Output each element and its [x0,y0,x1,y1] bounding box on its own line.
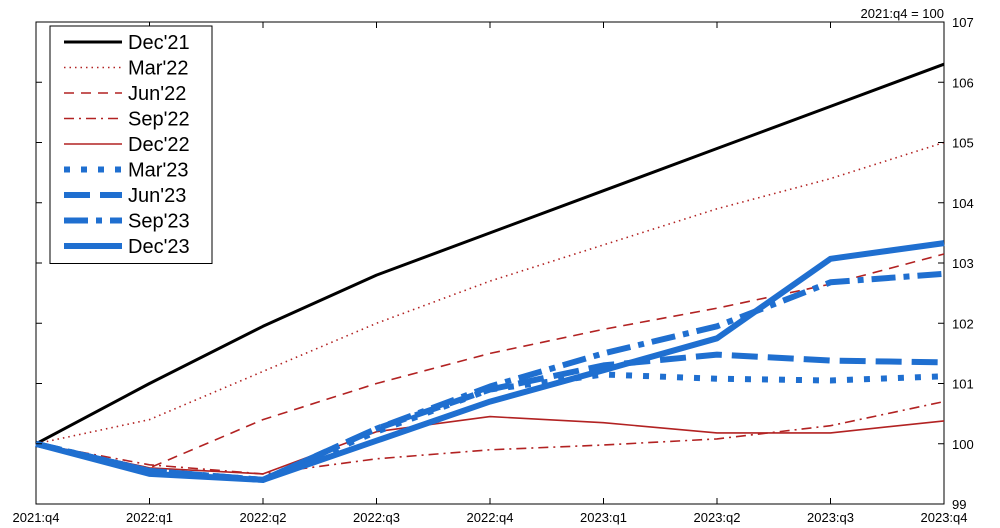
series-line-8 [35,240,945,483]
legend-label-2: Jun'22 [128,83,186,105]
x-tick-label: 2022:q1 [126,510,173,525]
legend-label-3: Sep'22 [128,109,190,131]
y-tick-label: 100 [952,437,974,452]
legend-label-6: Jun'23 [128,185,186,207]
series-line-2 [35,253,945,469]
series-line-3 [35,400,945,475]
y-tick-label: 99 [952,497,966,512]
y-tick-label: 104 [952,196,974,211]
series-line-4 [35,415,945,475]
series-line-0 [35,62,945,446]
index-base-note: 2021:q4 = 100 [861,6,945,21]
y-tick-label: 103 [952,256,974,271]
legend-label-5: Mar'23 [128,160,189,182]
legend-label-7: Sep'23 [128,211,190,233]
legend-label-1: Mar'22 [128,58,189,80]
y-tick-label: 101 [952,377,974,392]
x-tick-label: 2021:q4 [13,510,60,525]
x-tick-label: 2022:q4 [467,510,514,525]
x-tick-label: 2022:q2 [240,510,287,525]
legend-label-4: Dec'22 [128,134,190,156]
series-line-7 [35,270,945,483]
y-tick-label: 105 [952,136,974,151]
y-tick-label: 102 [952,316,974,331]
x-axis: 2021:q4 2022:q1 2022:q2 2022:q3 2022:q4 2023:… [13,22,968,525]
legend-label-0: Dec'21 [128,32,190,54]
x-tick-label: 2023:q1 [580,510,627,525]
x-tick-label: 2023:q4 [921,510,968,525]
y-axis-right: 99 100 101 102 103 104 105 106 107 [36,15,974,512]
y-tick-label: 106 [952,75,974,90]
series-layer [35,62,945,483]
legend: Dec'21 Mar'22 Jun'22 Sep'22 Dec'22 Mar'23 Jun'… [49,25,213,264]
x-tick-label: 2023:q3 [807,510,854,525]
y-tick-label: 107 [952,15,974,30]
legend-label-8: Dec'23 [128,236,190,258]
x-tick-label: 2023:q2 [694,510,741,525]
x-tick-label: 2022:q3 [353,510,400,525]
